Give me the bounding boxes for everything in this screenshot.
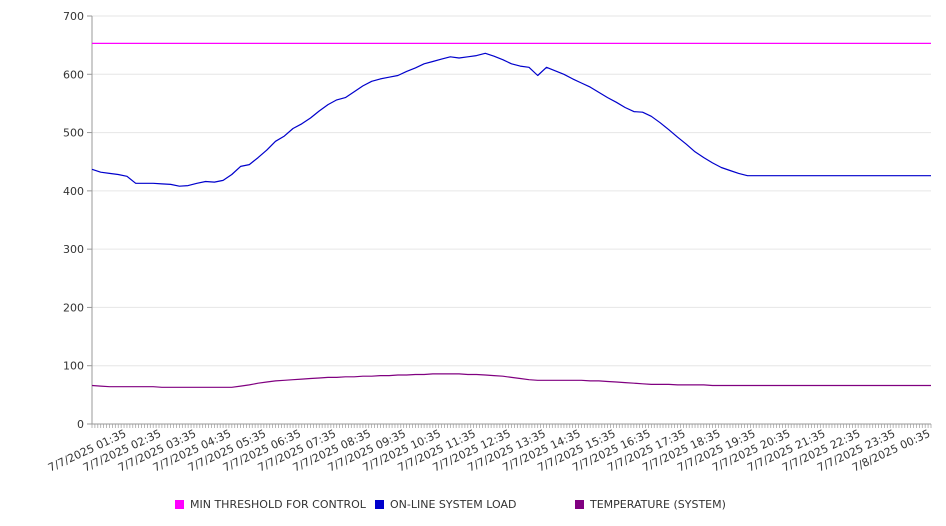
y-tick-label: 700 (63, 10, 84, 23)
y-tick-label: 300 (63, 243, 84, 256)
y-tick-label: 0 (77, 418, 84, 431)
grid-lines (92, 15, 931, 367)
y-tick-label: 100 (63, 360, 84, 373)
series-line-temperature (91, 373, 931, 388)
legend-label-temperature: TEMPERATURE (SYSTEM) (590, 498, 726, 511)
legend-item-system-load[interactable]: ON-LINE SYSTEM LOAD (375, 498, 516, 511)
y-tick-label: 600 (63, 68, 84, 81)
y-tick-label: 400 (63, 185, 84, 198)
legend-swatch-temperature (575, 500, 584, 509)
legend-label-system-load: ON-LINE SYSTEM LOAD (390, 498, 517, 511)
series-lines (91, 42, 931, 388)
y-tick-label: 500 (63, 127, 84, 140)
y-axis: 0 100 200 300 400 500 600 700 (63, 10, 93, 431)
series-line-system-load (91, 52, 931, 187)
y-tick-label: 200 (63, 301, 84, 314)
legend-swatch-system-load (375, 500, 384, 509)
legend-item-min-threshold[interactable]: MIN THRESHOLD FOR CONTROL (175, 498, 366, 511)
x-axis: 7/7/2025 01:357/7/2025 02:357/7/2025 03:… (46, 423, 932, 474)
legend-swatch-min-threshold (175, 500, 184, 509)
legend-item-temperature[interactable]: TEMPERATURE (SYSTEM) (575, 498, 726, 511)
legend: MIN THRESHOLD FOR CONTROL ON-LINE SYSTEM… (0, 498, 946, 514)
legend-label-min-threshold: MIN THRESHOLD FOR CONTROL (190, 498, 366, 511)
